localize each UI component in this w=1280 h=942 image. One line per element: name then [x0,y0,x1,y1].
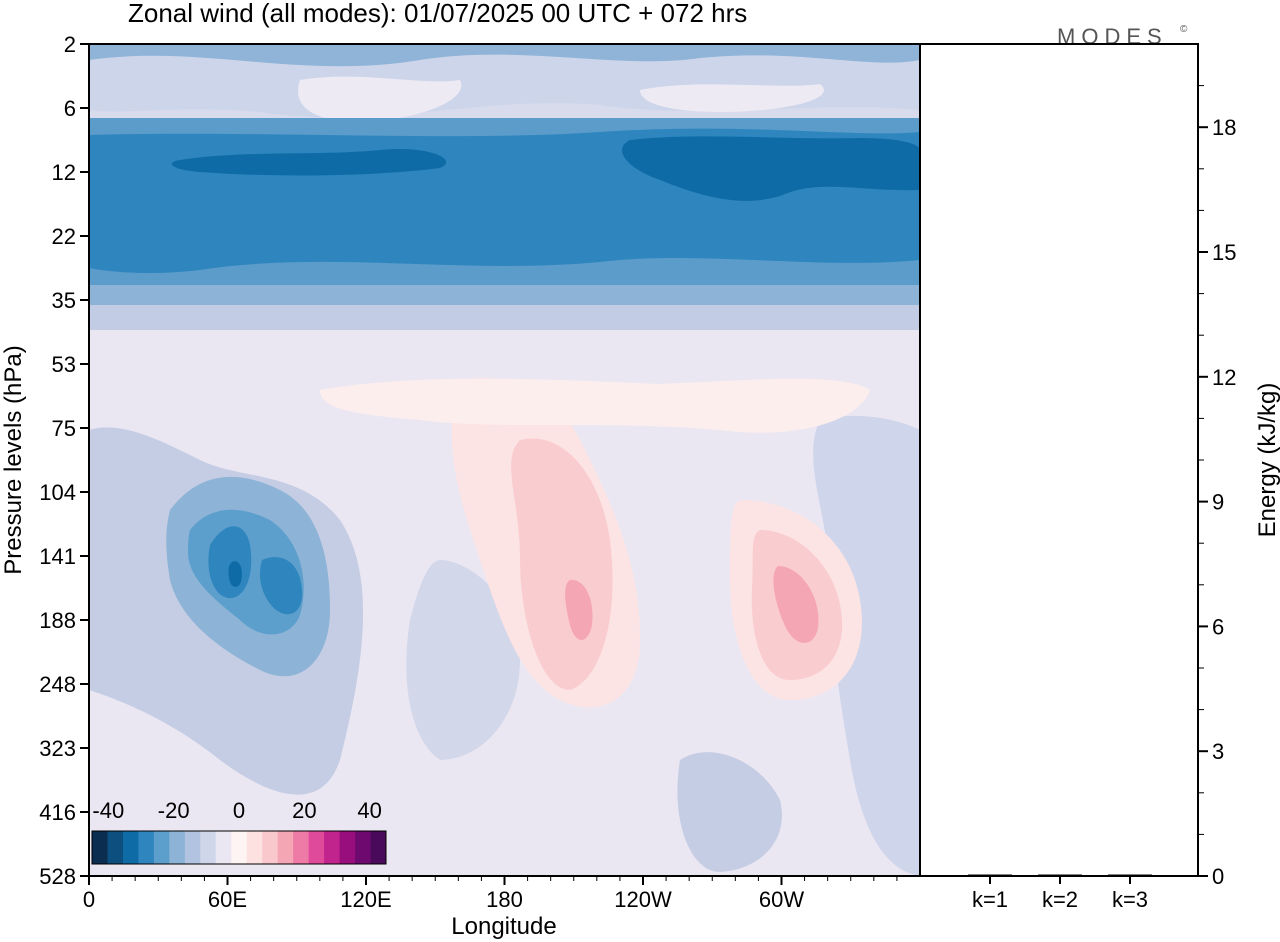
y-tick-label: 528 [39,864,76,889]
y-tick-label: 53 [52,352,76,377]
y-tick-label: 416 [39,800,76,825]
colorbar-cell [92,831,108,864]
pressure-axis: 2 6 12 22 35 53 75 104 141 188 248 323 416 528 [39,32,89,889]
y-tick-label: 141 [39,544,76,569]
energy-bars [968,874,1152,876]
jet-core-right [621,136,920,201]
colorbar-cell [262,831,279,864]
tropo-blue-lower [677,752,782,872]
colorbar-cell [246,831,263,864]
y-tick-label: 12 [52,160,76,185]
colorbar-cell [215,831,232,864]
jet-core-left [171,149,447,176]
y-tick-label: 6 [64,96,76,121]
energy-tick-label: 15 [1212,240,1236,265]
colorbar-cell [107,831,124,864]
energy-panel-frame [919,43,1199,877]
energy-bar [1038,874,1082,876]
x-tick-label: 60E [208,887,247,912]
blue-core-right [259,557,303,615]
colorbar: -40 -20 0 20 40 [91,798,387,865]
energy-axis: 0 3 6 9 12 15 18 [1198,85,1236,889]
colorbar-cell [138,831,155,864]
band-40-edge [89,305,920,333]
energy-tick-label: 18 [1212,115,1236,140]
x-tick-label: 120W [614,887,672,912]
x-tick-label: 60W [759,887,804,912]
pink-left-max [565,579,593,640]
y-tick-label: 35 [52,288,76,313]
energy-tick-label: 6 [1212,614,1224,639]
colorbar-cell [293,831,310,864]
colorbar-tick-label: -40 [92,798,124,823]
energy-tick-label: 9 [1212,490,1224,515]
colorbar-tick-label: 0 [233,798,245,823]
colorbar-cell [122,831,139,864]
chart-title: Zonal wind (all modes): 01/07/2025 00 UT… [128,0,747,28]
y-tick-label: 188 [39,608,76,633]
colorbar-cell [231,831,248,864]
y-tick-label: 22 [52,224,76,249]
band-top-white [298,76,462,122]
energy-tick-label: 3 [1212,739,1224,764]
y-tick-label: 2 [64,32,76,57]
colorbar-cell [200,831,217,864]
k-tick-label: k=3 [1112,887,1148,912]
wavenumber-axis: k=1 k=2 k=3 [972,876,1148,912]
colorbar-cell [184,831,201,864]
y-tick-label: 323 [39,736,76,761]
colorbar-cell [355,831,372,864]
x-tick-label: 120E [340,887,391,912]
y-tick-label: 104 [39,480,76,505]
colorbar-cell [308,831,325,864]
tropo-blue-right [813,415,920,876]
colorbar-tick-label: -20 [158,798,190,823]
colorbar-cell [169,831,186,864]
colorbar-cell [277,831,294,864]
colorbar-frame [91,830,387,865]
k-tick-label: k=1 [972,887,1008,912]
x-tick-label: 0 [83,887,95,912]
blue-core-max [228,561,242,587]
colorbar-cell [339,831,356,864]
colorbar-cell [370,831,387,864]
pink-upper [320,378,870,433]
pink-right-max [773,566,819,643]
energy-axis-label: Energy (kJ/kg) [1254,383,1280,538]
energy-bar [968,874,1012,876]
y-tick-label: 248 [39,672,76,697]
band-35-edge [89,285,920,307]
y-tick-label: 75 [52,416,76,441]
energy-tick-label: 12 [1212,365,1236,390]
band-top-white-2 [640,84,824,112]
y-axis-label: Pressure levels (hPa) [0,345,27,574]
x-axis-label: Longitude [451,913,556,940]
k-tick-label: k=2 [1042,887,1078,912]
energy-bar [1108,874,1152,876]
logo-copyright-mark: © [1180,24,1188,35]
tropo-blue-mid [406,560,520,760]
x-tick-label: 180 [486,887,523,912]
longitude-axis: 0 60E 120E 180 120W 60W [83,876,898,912]
colorbar-tick-label: 40 [357,798,381,823]
energy-tick-label: 0 [1212,864,1224,889]
colorbar-cell [153,831,170,864]
heatmap-plot [89,44,920,876]
colorbar-cell [324,831,341,864]
colorbar-tick-label: 20 [292,798,316,823]
